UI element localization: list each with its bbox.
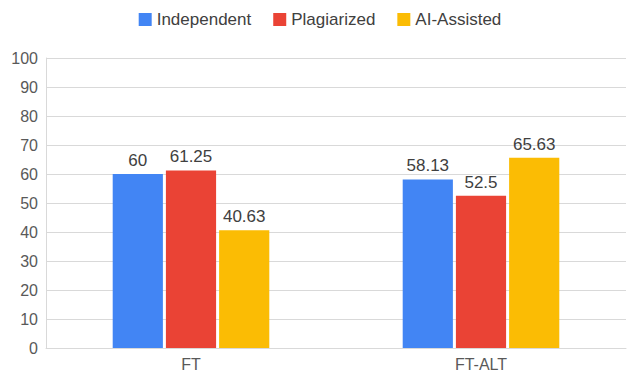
svg-text:52.5: 52.5 <box>464 173 497 192</box>
svg-text:50: 50 <box>20 195 38 212</box>
svg-text:65.63: 65.63 <box>513 135 556 154</box>
svg-text:30: 30 <box>20 253 38 270</box>
svg-text:FT: FT <box>181 356 201 373</box>
svg-text:58.13: 58.13 <box>407 156 450 175</box>
svg-text:Plagiarized: Plagiarized <box>291 10 375 29</box>
svg-text:20: 20 <box>20 282 38 299</box>
svg-text:40: 40 <box>20 224 38 241</box>
svg-text:0: 0 <box>29 340 38 357</box>
svg-text:FT-ALT: FT-ALT <box>455 356 507 373</box>
svg-text:Independent: Independent <box>157 10 252 29</box>
svg-text:100: 100 <box>11 50 38 67</box>
svg-text:10: 10 <box>20 311 38 328</box>
svg-text:60: 60 <box>20 166 38 183</box>
svg-text:40.63: 40.63 <box>223 207 266 226</box>
svg-text:AI-Assisted: AI-Assisted <box>415 10 501 29</box>
svg-text:90: 90 <box>20 79 38 96</box>
svg-text:80: 80 <box>20 108 38 125</box>
svg-text:60: 60 <box>128 151 147 170</box>
svg-text:61.25: 61.25 <box>170 147 213 166</box>
svg-text:70: 70 <box>20 137 38 154</box>
